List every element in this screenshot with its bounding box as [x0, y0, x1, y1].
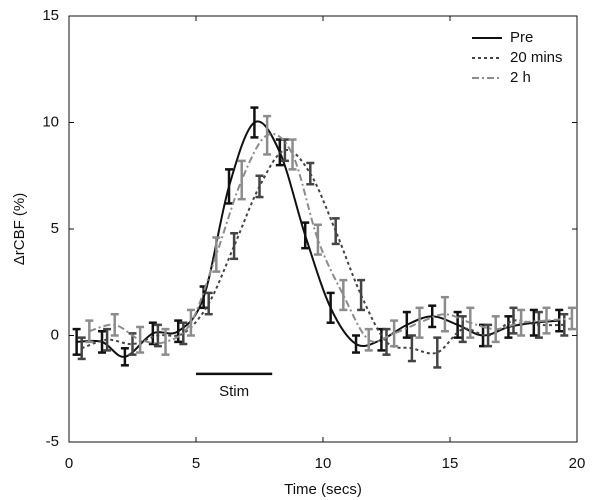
- x-axis-label: Time (secs): [284, 481, 362, 498]
- error-bar: [364, 327, 373, 352]
- error-bar: [509, 306, 518, 335]
- y-tick-label: 5: [51, 220, 59, 237]
- legend-label: 20 mins: [510, 49, 563, 66]
- error-bar: [402, 310, 411, 339]
- x-tick-label: 5: [192, 455, 200, 472]
- error-bar: [225, 168, 234, 205]
- error-bar: [339, 278, 348, 312]
- error-bar: [153, 323, 162, 348]
- error-bar: [352, 334, 361, 354]
- error-bar: [120, 347, 129, 367]
- error-bar: [77, 336, 86, 361]
- error-bar: [288, 138, 297, 171]
- y-axis-label: ΔrCBF (%): [11, 193, 28, 266]
- plot-frame: [68, 15, 578, 443]
- error-bar: [433, 336, 442, 369]
- error-bar: [390, 319, 399, 348]
- y-tick-label: 15: [42, 7, 59, 24]
- error-bar: [174, 319, 183, 344]
- error-bar: [128, 332, 137, 356]
- x-tick-label: 20: [569, 455, 586, 472]
- series-line: [89, 133, 573, 345]
- error-bar: [484, 323, 493, 348]
- error-bar: [491, 315, 500, 344]
- y-tick-label: 10: [42, 113, 59, 130]
- error-bar: [331, 217, 340, 246]
- x-tick-label: 15: [442, 455, 459, 472]
- error-bar: [230, 232, 239, 261]
- annotation: Stim: [219, 383, 249, 400]
- x-tick-label: 0: [65, 455, 73, 472]
- error-bar: [306, 161, 315, 186]
- error-bar: [504, 315, 513, 339]
- error-bar: [517, 308, 526, 337]
- error-bar: [326, 291, 335, 324]
- error-bar: [415, 306, 424, 339]
- error-bar: [263, 114, 272, 156]
- error-bar: [567, 306, 576, 331]
- error-bar: [255, 174, 264, 199]
- x-tick-label: 10: [315, 455, 332, 472]
- error-bar: [110, 312, 119, 337]
- error-bar: [85, 319, 94, 344]
- y-tick-label: -5: [46, 433, 59, 450]
- error-bar: [250, 106, 259, 139]
- error-bar: [161, 327, 170, 356]
- legend-label: Pre: [510, 29, 533, 46]
- error-bar: [407, 334, 416, 363]
- error-bar: [313, 223, 322, 256]
- error-bar: [555, 308, 564, 333]
- series-line: [81, 149, 565, 355]
- error-bar: [204, 291, 213, 316]
- error-bar: [103, 327, 112, 352]
- error-bar: [72, 327, 81, 356]
- error-bar: [136, 325, 145, 354]
- error-bar: [301, 221, 310, 250]
- error-bar: [534, 310, 543, 339]
- legend-label: 2 h: [510, 69, 531, 86]
- error-bar: [186, 308, 195, 337]
- error-bar: [98, 329, 107, 354]
- error-bar: [212, 236, 221, 273]
- error-bar: [560, 312, 569, 337]
- error-bar: [357, 278, 366, 312]
- error-bar: [382, 327, 391, 356]
- error-bar: [440, 295, 449, 333]
- error-bar: [466, 306, 475, 339]
- error-bar: [237, 159, 246, 201]
- error-bar: [529, 308, 538, 337]
- y-tick-label: 0: [51, 326, 59, 343]
- error-bar: [542, 306, 551, 335]
